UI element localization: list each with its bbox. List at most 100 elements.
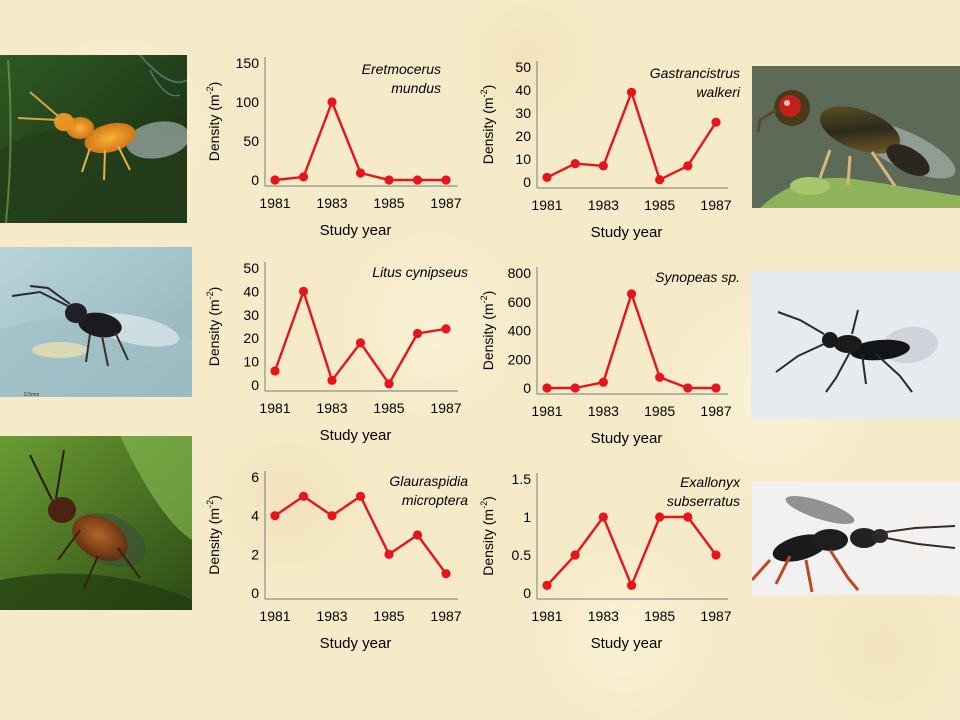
chart-title: Gastrancistrus walkeri [650, 65, 741, 100]
y-axis-label: Density (m-2) [205, 495, 222, 575]
data-point [655, 175, 665, 185]
x-tick-label: 1987 [700, 197, 731, 213]
x-axis-label: Study year [320, 222, 392, 239]
data-point [441, 569, 451, 579]
x-tick-label: 1981 [259, 400, 290, 416]
chart-title: Glauraspidia microptera [389, 473, 468, 508]
data-point [412, 175, 423, 185]
data-point [355, 491, 366, 501]
data-point [298, 172, 309, 182]
x-tick-label: 1987 [430, 608, 461, 624]
x-tick-label: 1981 [259, 608, 290, 624]
y-tick-label: 1 [523, 509, 531, 525]
x-tick-label: 1981 [531, 608, 562, 624]
data-point [270, 175, 280, 185]
x-axis-label: Study year [320, 635, 392, 652]
x-tick-label: 1981 [531, 197, 562, 213]
x-tick-label: 1985 [644, 197, 675, 213]
y-tick-label: 0 [523, 380, 531, 396]
y-tick-label: 50 [515, 59, 531, 75]
data-point [655, 372, 665, 382]
x-tick-label: 1987 [430, 400, 461, 416]
data-point [542, 383, 552, 393]
y-tick-label: 0 [523, 585, 531, 601]
y-tick-label: 0 [251, 585, 259, 601]
x-tick-label: 1987 [700, 403, 731, 419]
chart-title: Eretmocerus mundus [362, 61, 441, 96]
scale-caption: 0.5mm [24, 392, 39, 398]
chart-panel-exallonyx-subserratus: 0 0.5 1 1.5 1981 1983 1985 1987 Study year Densit… [479, 471, 741, 652]
photo-synopeas-sp [751, 271, 960, 419]
x-tick-label: 1983 [316, 608, 347, 624]
chart-title: Exallonyx subserratus [667, 474, 741, 509]
y-tick-label: 50 [243, 260, 259, 276]
data-point [412, 328, 423, 339]
y-axis-label: Density (m-2) [479, 85, 496, 165]
data-point [298, 286, 309, 296]
data-point [711, 383, 721, 393]
y-tick-label: 2 [251, 546, 259, 562]
data-point [570, 550, 580, 560]
data-point [327, 511, 337, 521]
data-point [384, 549, 394, 559]
y-tick-label: 30 [243, 307, 259, 323]
photo-eretmocerus-mundus [0, 55, 187, 223]
chart-title: Synopeas sp. [655, 269, 740, 285]
chart-title: Litus cynipseus [372, 264, 468, 280]
data-point [683, 161, 693, 171]
x-tick-label: 1983 [316, 400, 347, 416]
data-point [542, 172, 552, 182]
data-point [542, 580, 552, 591]
y-axis-label: Density (m-2) [205, 287, 222, 367]
y-tick-label: 50 [243, 133, 259, 149]
series-line [546, 515, 717, 587]
data-point [570, 159, 580, 169]
data-point [327, 375, 337, 385]
x-tick-label: 1983 [316, 195, 347, 211]
x-tick-label: 1985 [373, 195, 404, 211]
x-axis-label: Study year [591, 224, 663, 241]
x-tick-label: 1983 [588, 197, 619, 213]
x-tick-label: 1985 [644, 403, 675, 419]
y-tick-label: 400 [508, 323, 532, 339]
photo-glauraspidia-microptera [0, 436, 192, 610]
y-tick-label: 0 [251, 377, 259, 393]
data-point [270, 366, 280, 376]
y-tick-label: 20 [243, 330, 259, 346]
y-tick-label: 40 [515, 82, 531, 98]
photo-gastrancistrus-walkeri [752, 66, 960, 208]
x-tick-label: 1981 [259, 195, 290, 211]
photo-exallonyx-subserratus [752, 482, 960, 595]
series-line [273, 290, 447, 385]
data-point [355, 338, 366, 348]
chart-panel-gastrancistrus-walkeri: 0 10 20 30 40 50 1981 1983 1985 1987 Study year Den… [479, 59, 741, 241]
data-point [441, 324, 451, 334]
data-point [683, 383, 693, 393]
data-point [384, 379, 394, 389]
y-tick-label: 0 [523, 174, 531, 190]
x-tick-label: 1981 [531, 403, 562, 419]
data-point [327, 97, 337, 107]
x-axis-label: Study year [320, 427, 392, 444]
y-tick-label: 6 [251, 469, 259, 485]
data-point [598, 512, 608, 522]
y-tick-label: 10 [243, 354, 259, 370]
data-point [655, 512, 665, 522]
data-point [441, 175, 451, 185]
y-axis-label: Density (m-2) [479, 291, 496, 371]
data-point [598, 377, 608, 387]
data-point [355, 168, 366, 178]
y-tick-label: 10 [515, 151, 531, 167]
x-axis-label: Study year [591, 430, 663, 447]
data-point [270, 511, 280, 521]
y-tick-label: 0 [251, 172, 259, 188]
data-point [626, 87, 637, 97]
series-line [274, 100, 446, 182]
chart-panel-litus-cynipseus: 0 10 20 30 40 50 1981 1983 1985 1987 Study year Den… [205, 260, 468, 444]
x-tick-label: 1985 [373, 608, 404, 624]
data-point [412, 530, 423, 540]
y-tick-label: 0.5 [512, 547, 532, 563]
y-tick-label: 600 [508, 294, 532, 310]
y-tick-label: 20 [515, 128, 531, 144]
